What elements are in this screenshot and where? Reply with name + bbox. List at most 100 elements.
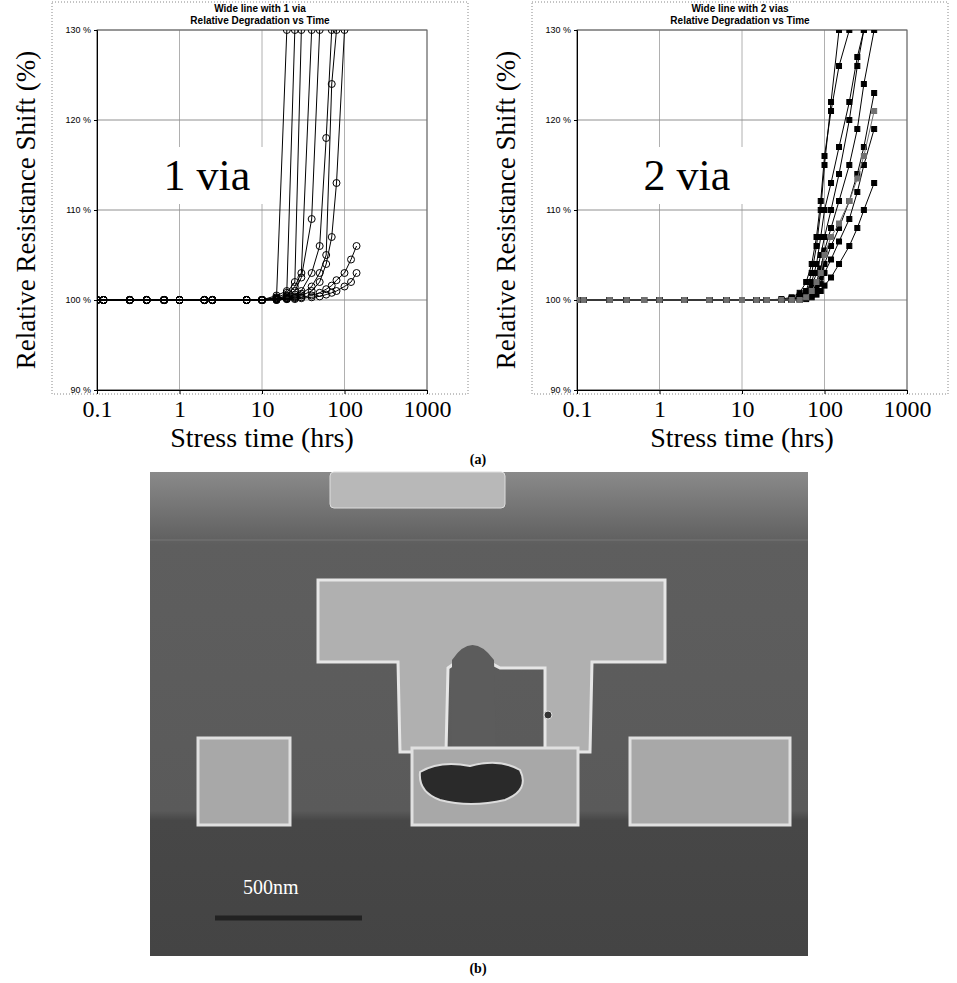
point [581,298,586,303]
y-tick-mark [94,30,97,31]
x-tick-label: 1 [174,396,186,422]
x-tick-label: 1000 [404,396,452,422]
point [818,199,823,204]
point [353,270,360,277]
series [97,243,360,304]
point [707,298,712,303]
point [822,253,827,258]
point [818,271,823,276]
series [97,30,340,304]
point [607,298,612,303]
point [577,298,580,303]
point [607,298,612,303]
point [797,290,802,295]
point [829,181,834,186]
point [872,109,877,114]
point [809,295,814,300]
point [804,295,809,300]
x-tick-mark [345,390,346,394]
y-tick: 90 % [550,385,577,395]
point [872,91,877,96]
point [764,298,769,303]
series [97,30,323,304]
y-tick: 120 % [545,115,577,125]
point [682,298,687,303]
point [822,163,827,168]
annotation-box [630,147,745,204]
x-tick: 1000 [884,390,932,422]
series-line [97,30,320,300]
series-line [97,246,357,300]
point [829,275,834,280]
point [259,297,266,304]
point [308,294,315,301]
point [872,181,877,186]
point [740,298,745,303]
point [829,244,834,249]
point [657,298,662,303]
point [804,294,809,299]
y-tick: 100 % [545,295,577,305]
point [577,298,580,303]
y-tick-mark [94,390,97,391]
point [822,283,827,288]
x-tick-mark [907,390,908,394]
point [837,239,842,244]
point [328,81,335,88]
point [754,298,759,303]
point [789,298,794,303]
point [847,163,852,168]
point [316,243,323,250]
point [707,298,712,303]
point [861,30,866,33]
marks [577,30,877,303]
series-line [577,30,849,300]
y-grid-line [97,210,427,211]
x-tick-label: 0.1 [563,396,593,422]
y-tick: 110 % [546,205,577,215]
point [624,298,629,303]
y-tick-label: 120 % [545,115,571,125]
point [814,280,819,285]
point [829,208,834,213]
point [624,298,629,303]
y-tick-label: 110 % [546,205,571,215]
series-line [97,30,332,300]
point [577,298,580,303]
x-axis: 0.11101001000 [83,390,452,422]
point [754,298,759,303]
point [624,298,629,303]
point [837,172,842,177]
series [97,30,298,304]
y-tick-mark [574,30,577,31]
point [829,257,834,262]
x-axis-title: Stress time (hrs) [650,422,834,453]
point [754,298,759,303]
sem-lower-metal [198,738,290,825]
point [789,297,794,302]
point [779,298,784,303]
sem-background [150,472,808,956]
annotation: 1 via [150,147,265,204]
x-tick-label: 1 [654,396,666,422]
x-tick: 100 [327,390,363,422]
point [724,298,729,303]
point [707,298,712,303]
y-axis: 90 %100 %110 %120 %130 % [545,25,577,395]
x-tick-label: 10 [731,396,755,422]
point [682,298,687,303]
point [724,298,729,303]
point [126,297,133,304]
series-line [97,30,337,300]
point [328,234,335,241]
point [316,279,323,286]
point [607,298,612,303]
y-axis-title: Relative Resistance Shift (%) [11,51,41,370]
point [143,297,150,304]
y-tick-label: 120 % [65,115,91,125]
y-tick: 100 % [65,295,97,305]
panel-label: (b) [469,961,486,977]
point [797,298,802,303]
point [809,262,814,267]
point [779,297,784,302]
